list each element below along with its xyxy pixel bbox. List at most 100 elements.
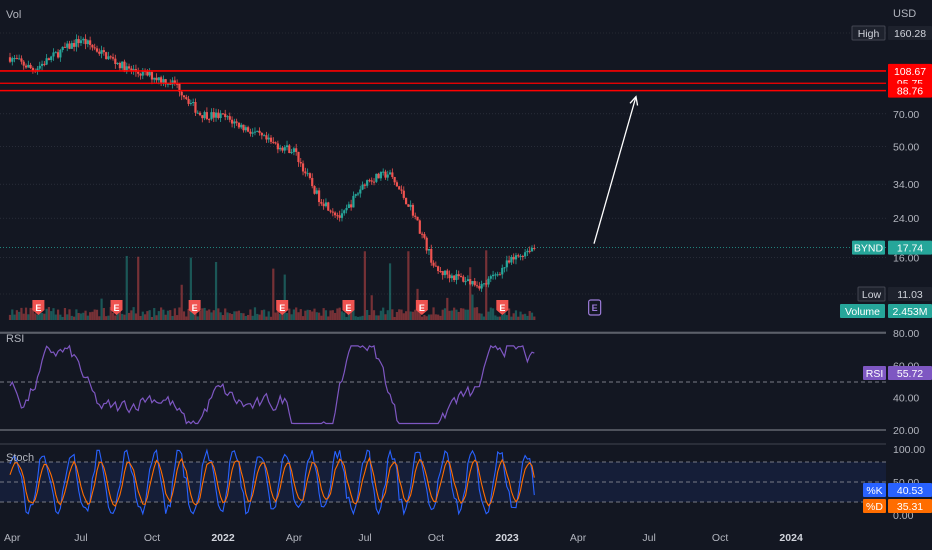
candle-body [15, 58, 18, 60]
candle-body [274, 142, 277, 144]
price-badge-bg [888, 240, 932, 255]
price-axis[interactable]: USD 70.00 50.00 34.00 24.00 16.00 High 160.28… [840, 0, 932, 527]
candle-body [464, 281, 467, 283]
volume-bar [187, 308, 190, 320]
candle-body [363, 184, 366, 186]
candle-body [8, 57, 12, 62]
volume-bar [212, 310, 215, 320]
time-tick: Oct [428, 532, 444, 544]
time-axis[interactable]: Apr Jul Oct 2022 Apr Jul Oct 2023 Apr Jul Oct 2024 [0, 527, 932, 550]
earnings-marker-upcoming[interactable]: E [588, 299, 602, 316]
candle-body [98, 51, 101, 54]
candle-body [29, 64, 32, 69]
volume-bar [304, 310, 307, 320]
volume-bar [317, 312, 321, 320]
resistance-lines[interactable] [0, 70, 886, 92]
candle-body [379, 171, 382, 179]
candle-body [375, 173, 378, 182]
volume-bar [398, 309, 401, 320]
earnings-marker[interactable]: E [110, 300, 123, 315]
stoch-d-value: 35.31 [897, 501, 923, 513]
volume-bar [201, 308, 204, 320]
volume-bar [279, 313, 282, 320]
earnings-marker[interactable]: E [496, 300, 509, 315]
volume-bar [219, 312, 222, 320]
stoch-k-line [9, 448, 535, 516]
candle-body [478, 286, 481, 289]
volume-bar [86, 315, 89, 320]
volume-bar [15, 310, 18, 320]
rsi-badge-name: RSI [866, 368, 884, 380]
candle-body [75, 39, 78, 47]
candle-body [414, 215, 417, 217]
volume-bar [489, 307, 492, 320]
candle-body [443, 270, 447, 276]
candle-body [393, 176, 396, 183]
candle-body [402, 190, 405, 198]
volume-bar [366, 309, 369, 320]
candle-body [416, 216, 419, 221]
candle-body [230, 119, 234, 124]
volume-bar [59, 314, 62, 320]
price-gridlines [0, 32, 886, 295]
volume-bar [75, 309, 78, 320]
candle-body [288, 145, 291, 154]
time-tick: 2022 [211, 532, 235, 544]
rsi-pane[interactable]: RSI [0, 332, 886, 431]
volume-bar [40, 313, 44, 320]
volume-bar [471, 294, 474, 320]
volume-bar [301, 316, 305, 320]
candle-body [233, 121, 236, 124]
candle-body [157, 77, 160, 81]
earnings-marker[interactable]: E [415, 300, 428, 315]
volume-bar [66, 314, 69, 320]
price-tick: 16.00 [893, 253, 919, 265]
volume-bar [164, 314, 167, 320]
volume-bar [242, 313, 245, 320]
volume-bar [432, 307, 435, 320]
stoch-d-line [9, 456, 535, 507]
candle-body [377, 173, 380, 179]
projection-arrow[interactable] [593, 96, 637, 244]
candle-body [430, 249, 433, 263]
volume-bar [411, 311, 415, 320]
earnings-marker[interactable]: E [276, 300, 289, 315]
price-pane[interactable]: E E E E E E E E Vol [0, 9, 886, 320]
price-badge-value: 17.74 [897, 243, 923, 255]
candle-body [489, 276, 492, 279]
candle-body [269, 137, 273, 142]
volume-bar [244, 316, 247, 320]
earnings-marker-badge [496, 300, 509, 315]
volume-bar [347, 311, 350, 320]
volume-bar [166, 310, 170, 320]
volume-bar [512, 313, 515, 320]
volume-bar [384, 314, 387, 320]
candle-body [13, 58, 16, 60]
earnings-marker[interactable]: E [342, 300, 355, 315]
volume-bar [505, 315, 508, 320]
earnings-marker[interactable]: E [32, 300, 45, 315]
candle-body [512, 256, 515, 260]
earnings-marker[interactable]: E [188, 300, 201, 315]
candle-body [336, 215, 339, 217]
candle-body [496, 274, 499, 276]
volume-bar [508, 308, 511, 320]
volume-bar [20, 307, 23, 320]
volume-bar [263, 309, 266, 320]
volume-bar [400, 309, 403, 320]
volume-bar [24, 307, 28, 320]
candle-body [210, 112, 213, 120]
volume-bar [256, 313, 259, 320]
candle-body [47, 58, 51, 61]
currency-label: USD [893, 8, 916, 20]
rsi-value-badge [888, 366, 932, 380]
candle-body [182, 95, 186, 98]
stoch-pane[interactable]: Stoch [0, 448, 886, 516]
candle-body [272, 141, 275, 143]
volume-bar [336, 308, 339, 320]
candle-body [68, 43, 71, 49]
earnings-marker-letter: E [192, 303, 198, 313]
